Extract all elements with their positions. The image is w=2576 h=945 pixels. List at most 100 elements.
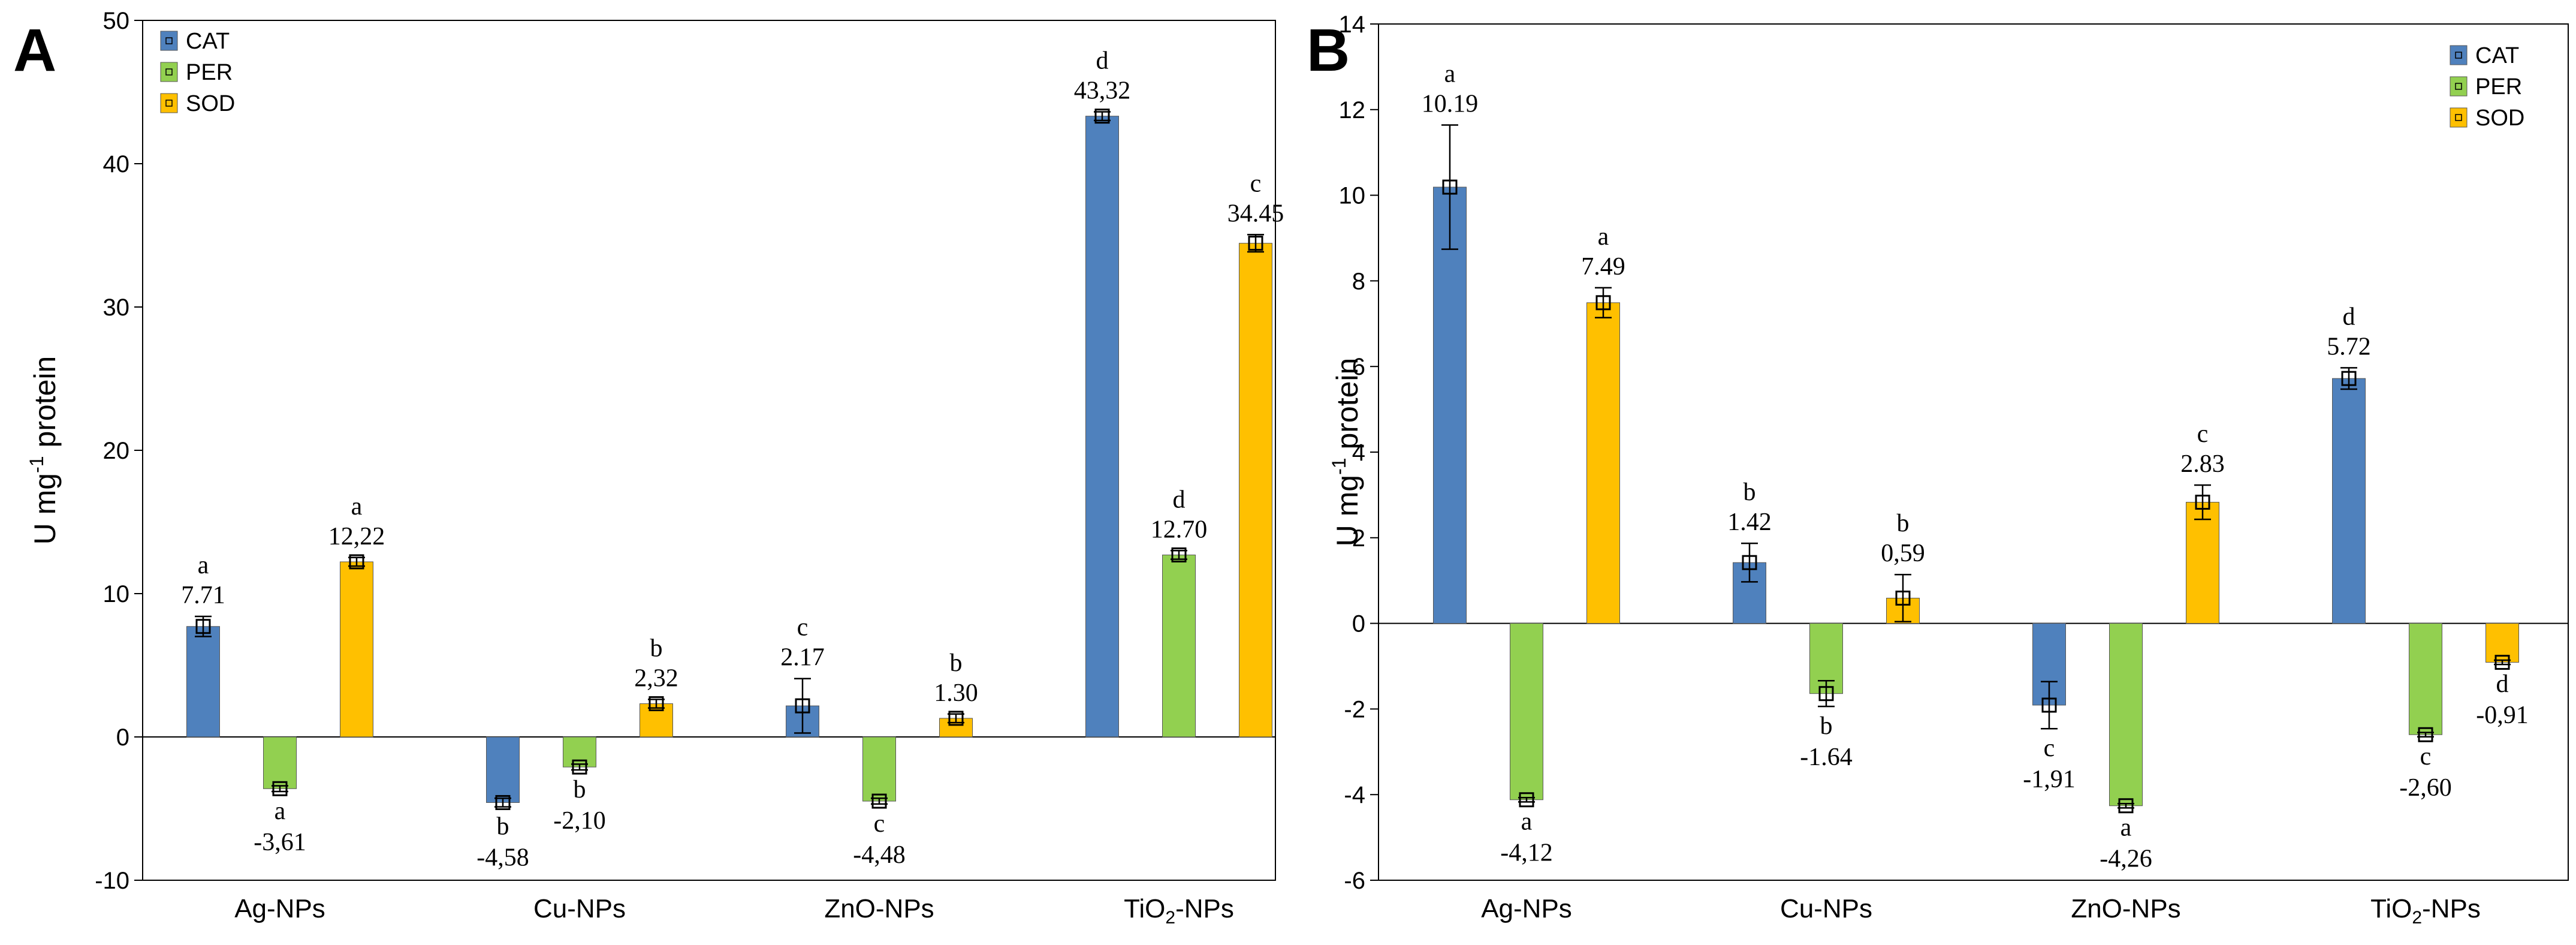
bar-cat [1085,116,1119,738]
legend-swatch [2450,76,2468,97]
legend-label: PER [186,60,233,85]
significance-letter: a [1521,808,1533,835]
significance-letter: d [2343,303,2355,330]
significance-letter: d [1173,486,1186,513]
data-label: 12.70 [1151,516,1208,543]
legend-label: CAT [186,29,230,54]
bar-cat [2332,378,2366,624]
legend-marker [2455,52,2462,59]
significance-letter: a [198,552,209,579]
legend-marker [165,37,173,44]
x-category-label-text: Ag-NPs [1481,894,1572,923]
significance-letter: d [2496,670,2509,698]
data-label: 7.71 [181,582,225,609]
mean-marker [1818,686,1834,702]
legend-marker [165,100,173,107]
y-axis-label-superscript: -1 [1328,458,1350,474]
bar-per [862,736,896,802]
legend-marker [165,68,173,76]
y-tick-label: 20 [103,438,130,464]
y-tick-label: 2 [1352,525,1365,552]
significance-letter: c [2197,420,2209,448]
panel-letter: B [1307,17,1350,84]
y-tick-label: 10 [103,581,130,607]
legend-swatch [160,31,178,51]
data-label: -4,58 [476,844,529,872]
significance-letter: b [1820,712,1833,740]
significance-letter: b [650,634,663,662]
x-category-label: TiO2-NPs [2370,894,2481,928]
data-label: -1.64 [1800,744,1853,771]
chart-panel-B: B -6 -4 -2 0 2 4 6 8 10 12 14 U mg-1 protein Ag-NPs Cu… [1307,11,2569,928]
bar-per [1162,554,1196,738]
mean-marker [1094,109,1110,124]
y-axis-label-unit: protein [1331,358,1364,458]
mean-marker [1895,590,1911,606]
x-category-label: Cu-NPs [1780,894,1872,923]
panel-letter: A [13,17,56,84]
data-label: -4,26 [2100,845,2152,872]
data-label: 34.45 [1227,200,1284,227]
data-label: 0,59 [1881,540,1925,567]
data-label: 5.72 [2327,333,2371,360]
y-tick-label: 6 [1352,354,1365,380]
data-label: -0,91 [2476,702,2529,729]
mean-marker [648,696,664,712]
mean-marker [1595,295,1611,311]
x-category-label-suffix: -NPs [2422,894,2481,923]
mean-marker [871,793,887,809]
bar-per [1510,623,1543,800]
mean-marker [2195,495,2210,510]
y-tick-label: -6 [1344,868,1365,894]
data-label: -1,91 [2023,766,2076,793]
legend-swatch [160,62,178,82]
x-category-label-text: TiO [2370,894,2412,923]
data-label: 2.83 [2180,450,2225,478]
x-category-label: Cu-NPs [533,894,626,923]
y-axis-label-text: U mg [1331,475,1364,546]
data-label: -3,61 [254,829,306,856]
significance-letter: b [1744,478,1756,506]
x-category-label-text: ZnO-NPs [824,894,934,923]
legend-label: PER [2475,74,2522,100]
mean-marker [2494,655,2510,670]
x-category-label: Ag-NPs [234,894,325,923]
mean-marker [1442,179,1458,195]
x-category-label: ZnO-NPs [2071,894,2180,923]
bar-cat [186,626,220,738]
legend-marker [2455,114,2462,121]
bar-sod [1586,302,1620,624]
y-tick-label: 4 [1352,440,1365,466]
y-tick-label: 50 [103,8,130,34]
y-tick-label: -10 [95,868,129,894]
x-category-label-suffix: -NPs [1175,894,1234,923]
significance-letter: a [1598,223,1609,251]
mean-marker [1742,555,1757,570]
data-label: 2,32 [634,664,678,692]
mean-marker [572,759,587,775]
mean-marker [195,619,211,634]
x-category-label-text: Cu-NPs [533,894,626,923]
bar-per [563,736,596,768]
x-category-label-subscript: 2 [2412,908,2422,928]
bar-cat [486,736,520,803]
y-tick-label: 0 [116,724,129,751]
legend-swatch [2450,107,2468,128]
y-axis-label-text: U mg [28,473,62,544]
data-label: 10.19 [1422,91,1479,118]
significance-letter: c [2044,735,2055,762]
data-label: 1.30 [934,679,978,707]
x-category-label: Ag-NPs [1481,894,1572,923]
chart-panel-A: A -10 0 10 20 30 40 50 U mg-1 protein Ag-NPs Cu-NP… [13,8,1284,928]
legend-label: CAT [2475,43,2519,68]
x-category-label-text: ZnO-NPs [2071,894,2180,923]
legend-swatch [2450,45,2468,65]
mean-marker [795,698,810,714]
y-tick-label: -2 [1344,696,1365,723]
legend: CAT PER SOD [160,29,235,116]
legend-label: SOD [186,91,235,116]
y-tick-label: 12 [1339,97,1366,124]
data-label: -2,60 [2399,774,2452,802]
y-axis-label: U mg-1 protein [1328,358,1364,547]
